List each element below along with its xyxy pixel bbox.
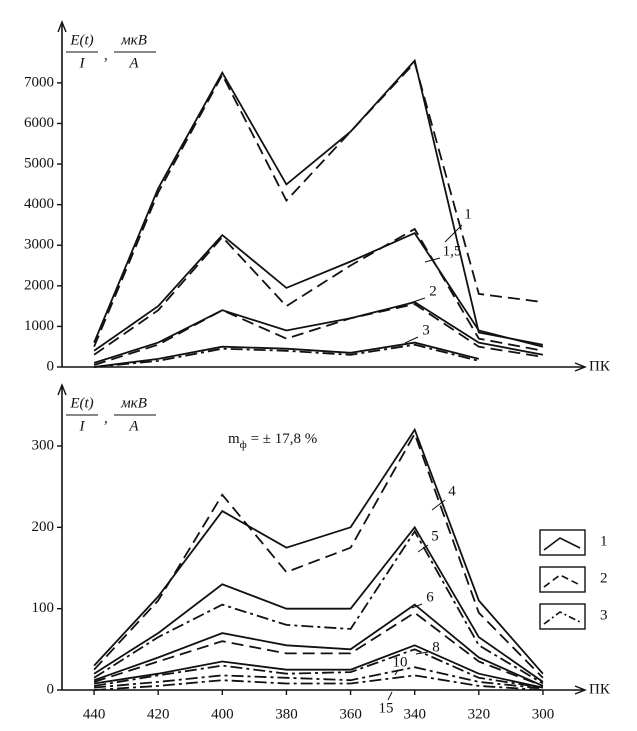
legend-box: [539, 529, 586, 556]
label-leader: [409, 297, 426, 304]
y-label-den: A: [128, 418, 139, 434]
series-line: [94, 674, 543, 691]
series-line: [93, 227, 544, 356]
label-leader: [404, 336, 419, 344]
annotation-sub: ф: [240, 439, 247, 451]
y-tick-label: 7000: [24, 74, 54, 90]
y-tick-label: 200: [32, 519, 55, 535]
y-label-num: E(t): [69, 395, 93, 411]
series-line: [93, 611, 544, 687]
y-label-num: E(t): [69, 32, 93, 48]
y-tick-label: 100: [32, 600, 55, 616]
series-line: [93, 648, 544, 689]
x-axis-label: ПК: [589, 358, 611, 374]
series-label: 4: [448, 483, 456, 499]
legend-swatch: [543, 611, 581, 625]
y-axis-arrow: [57, 383, 67, 396]
y-tick-label: 0: [47, 358, 55, 374]
series-line: [93, 60, 544, 348]
label-leader: [411, 603, 423, 609]
y-tick-label: 300: [32, 437, 55, 453]
series-label: 15: [379, 700, 394, 716]
annotation-main: m: [228, 431, 240, 447]
label-leader: [431, 499, 446, 511]
y-tick-label: 3000: [24, 237, 54, 253]
x-tick-label: 360: [339, 706, 362, 722]
series-line: [93, 644, 544, 689]
series-label: 1,5: [443, 243, 462, 259]
y-label-num: мкВ: [120, 395, 147, 411]
series-line: [94, 666, 543, 690]
x-tick-label: 420: [147, 706, 170, 722]
legend-swatch: [543, 574, 581, 588]
y-tick-label: 6000: [24, 115, 54, 131]
y-tick-label: 5000: [24, 155, 54, 171]
legend-swatch: [543, 537, 581, 551]
label-leader: [387, 691, 393, 701]
series-line: [93, 303, 544, 366]
y-axis-arrow: [57, 20, 67, 33]
series-label: 2: [429, 283, 437, 299]
y-tick-label: 1000: [24, 318, 54, 334]
series-line: [93, 525, 544, 683]
series-line: [93, 431, 544, 679]
x-tick-label: 400: [211, 706, 234, 722]
y-tick-label: 2000: [24, 277, 54, 293]
y-tick-label: 4000: [24, 196, 54, 212]
series-line: [93, 603, 544, 687]
y-label-den: I: [79, 55, 86, 71]
series-line: [94, 343, 480, 368]
legend-label: 3: [600, 607, 608, 623]
legend-label: 1: [600, 533, 608, 549]
series-line: [93, 301, 544, 364]
y-label-sep: ,: [104, 47, 108, 63]
legend-box: [539, 566, 586, 593]
annotation-rest: = ± 17,8 %: [247, 431, 317, 447]
x-axis-arrow: [574, 685, 587, 695]
series-label: 3: [422, 322, 430, 338]
x-tick-label: 300: [532, 706, 555, 722]
annotation: mф = ± 17,8 %: [228, 431, 317, 450]
series-label: 1: [464, 206, 472, 222]
series-line: [93, 58, 544, 346]
series-label: 5: [431, 528, 439, 544]
series-line: [93, 529, 544, 685]
y-label-den: A: [128, 55, 139, 71]
x-axis-label: ПК: [589, 681, 611, 697]
y-tick-label: 0: [47, 681, 55, 697]
series-line: [93, 341, 480, 368]
x-axis-arrow: [574, 362, 587, 372]
x-tick-label: 320: [468, 706, 491, 722]
label-leader: [415, 651, 429, 655]
x-tick-label: 380: [275, 706, 298, 722]
y-label-num: мкВ: [120, 32, 147, 48]
series-line: [93, 231, 544, 352]
legend-label: 2: [600, 570, 608, 586]
x-tick-label: 440: [83, 706, 106, 722]
y-label-sep: ,: [104, 410, 108, 426]
label-leader: [394, 669, 399, 676]
series-label: 10: [393, 654, 408, 670]
legend-box: [539, 603, 586, 630]
series-label: 6: [426, 589, 434, 605]
x-tick-label: 340: [403, 706, 426, 722]
series-label: 8: [432, 639, 440, 655]
y-label-den: I: [79, 418, 86, 434]
label-leader: [444, 224, 463, 243]
label-leader: [417, 544, 429, 553]
series-line: [93, 427, 544, 675]
